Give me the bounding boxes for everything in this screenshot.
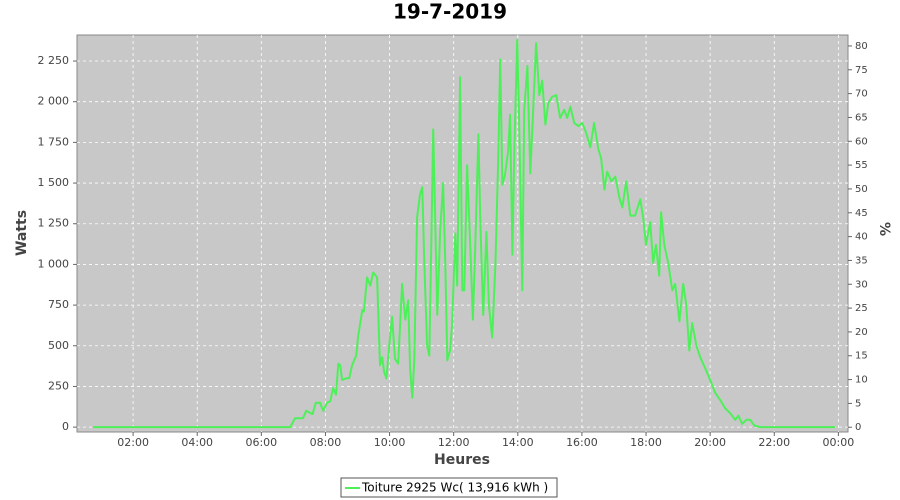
x-tick-label: 14:00 bbox=[502, 436, 534, 449]
y-tick-label: 0 bbox=[62, 420, 69, 433]
legend: Toiture 2925 Wc( 13,916 kWh ) bbox=[340, 477, 558, 498]
y-tick-label: 2 000 bbox=[38, 95, 70, 108]
y2-tick-label: 45 bbox=[855, 208, 868, 219]
y2-tick-label: 0 bbox=[855, 422, 861, 433]
y2-tick-label: 20 bbox=[855, 327, 868, 338]
legend-box bbox=[340, 477, 558, 498]
y2-tick-label: 55 bbox=[855, 160, 868, 171]
x-axis-label: Heures bbox=[434, 452, 490, 468]
y-tick-label: 1 000 bbox=[38, 257, 70, 270]
y2-tick-label: 35 bbox=[855, 255, 868, 266]
series-line bbox=[93, 38, 836, 429]
y2-tick-label: 60 bbox=[855, 136, 868, 147]
y-tick-label: 2 250 bbox=[38, 54, 70, 67]
x-tick-label: 04:00 bbox=[181, 436, 213, 449]
y-axis-label: Watts bbox=[14, 210, 30, 256]
x-tick-label: 10:00 bbox=[374, 436, 406, 449]
y2-tick-label: 25 bbox=[855, 303, 868, 314]
y2-tick-label: 30 bbox=[855, 279, 868, 290]
x-tick-label: 00:00 bbox=[823, 436, 855, 449]
y-tick-label: 500 bbox=[48, 339, 69, 352]
y2-tick-label: 80 bbox=[855, 41, 868, 52]
y2-tick-label: 40 bbox=[855, 232, 868, 243]
y-tick-label: 1 500 bbox=[38, 176, 70, 189]
y2-tick-label: 10 bbox=[855, 375, 868, 386]
x-tick-label: 06:00 bbox=[245, 436, 277, 449]
y2-tick-label: 50 bbox=[855, 184, 868, 195]
x-tick-label: 16:00 bbox=[566, 436, 598, 449]
y-tick-label: 250 bbox=[48, 379, 69, 392]
legend-label: Toiture 2925 Wc( 13,916 kWh ) bbox=[361, 481, 548, 495]
y2-tick-label: 75 bbox=[855, 65, 868, 76]
x-tick-label: 20:00 bbox=[694, 436, 726, 449]
x-tick-label: 08:00 bbox=[310, 436, 342, 449]
y-tick-label: 1 750 bbox=[38, 135, 70, 148]
y2-tick-label: 15 bbox=[855, 351, 868, 362]
y-tick-label: 750 bbox=[48, 298, 69, 311]
y2-tick-label: 70 bbox=[855, 89, 868, 100]
y2-tick-label: 65 bbox=[855, 112, 868, 123]
x-tick-label: 12:00 bbox=[438, 436, 470, 449]
chart-title: 19-7-2019 bbox=[393, 0, 507, 24]
x-tick-label: 18:00 bbox=[630, 436, 662, 449]
x-tick-label: 02:00 bbox=[117, 436, 149, 449]
x-tick-label: 22:00 bbox=[758, 436, 790, 449]
y2-tick-label: 5 bbox=[855, 398, 861, 409]
y-tick-label: 1 250 bbox=[38, 217, 70, 230]
y2-axis-label: % bbox=[876, 222, 892, 236]
